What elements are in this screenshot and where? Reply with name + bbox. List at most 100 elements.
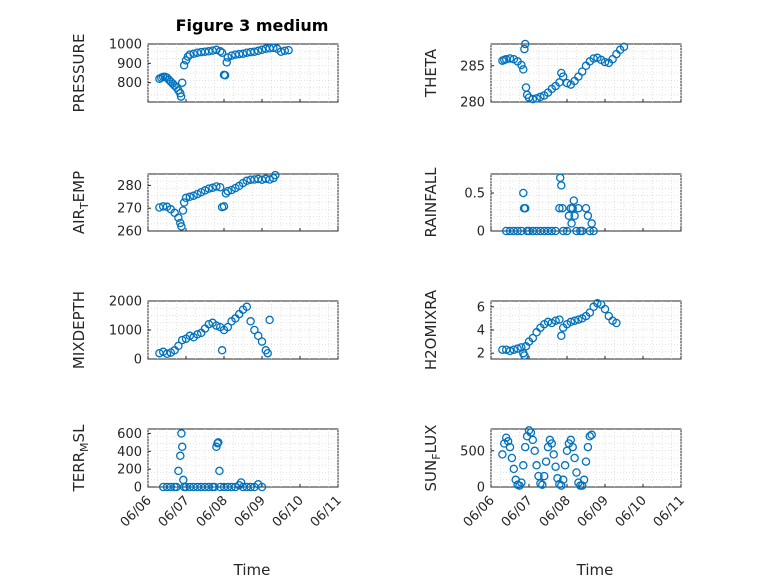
y-tick-label: 280 (117, 179, 142, 194)
data-point (530, 446, 539, 456)
data-point (520, 203, 530, 213)
data-point (193, 330, 202, 339)
data-point (263, 348, 272, 358)
data-point (257, 337, 267, 346)
data-point (532, 94, 541, 103)
data-point (567, 219, 576, 228)
data-point (509, 464, 519, 474)
data-point (505, 54, 515, 63)
y-tick-label: 1000 (109, 38, 142, 53)
data-point (558, 475, 568, 485)
data-point (212, 321, 221, 330)
data-point (246, 317, 255, 326)
data-point (564, 211, 574, 221)
data-point (519, 461, 528, 470)
data-point (265, 315, 274, 325)
data-point (519, 188, 528, 198)
data-point (583, 211, 593, 221)
data-point (185, 50, 195, 59)
y-tick-label: 1000 (109, 324, 142, 339)
data-point (557, 331, 566, 341)
data-point (178, 206, 188, 215)
data-point (519, 65, 528, 74)
data-point (214, 438, 223, 447)
y-axis-label: SUNFLUX (422, 425, 443, 492)
data-point (177, 335, 187, 345)
data-point (517, 343, 526, 352)
data-point (520, 44, 529, 54)
y-tick-label: 400 (117, 445, 142, 460)
data-point (177, 78, 187, 87)
data-point (536, 92, 545, 102)
data-point (227, 482, 236, 492)
data-point (507, 453, 517, 463)
subplot-rainfall: 0 0.5 RAINFALL (422, 167, 682, 240)
data-point (166, 482, 176, 492)
data-point (566, 317, 576, 327)
data-point (577, 481, 587, 490)
data-point (189, 49, 198, 58)
data-point (581, 203, 591, 213)
y-tick-label: 270 (117, 202, 142, 217)
data-point (503, 437, 513, 446)
data-point (587, 219, 596, 228)
y-tick-label: 0.5 (464, 187, 485, 202)
data-point (585, 432, 595, 441)
y-axis-label: H2OMIXRA (422, 289, 440, 370)
data-point (539, 471, 549, 481)
data-point (569, 196, 579, 205)
data-point (215, 466, 224, 476)
data-point (572, 468, 581, 477)
data-point (181, 193, 191, 203)
y-tick-label: 285 (460, 59, 485, 74)
data-point (570, 316, 579, 325)
subplot-mixdepth: 0 1000 2000 MIXDEPTH (70, 291, 339, 369)
data-point (176, 89, 185, 98)
data-point (498, 450, 507, 459)
data-point (568, 442, 577, 452)
data-point (583, 442, 593, 452)
data-point (217, 346, 227, 355)
data-point (585, 226, 595, 236)
x-tick-label: 06/11 (308, 493, 345, 530)
data-point (212, 442, 221, 452)
y-tick-label: 2000 (109, 295, 142, 310)
data-point (520, 442, 530, 452)
data-point (253, 331, 263, 341)
y-tick-label: 900 (117, 57, 142, 72)
x-tick-label: 06/10 (270, 493, 307, 530)
data-point (541, 457, 551, 466)
y-axis-label: TERRMSL (70, 424, 91, 493)
data-point (174, 466, 183, 476)
y-tick-label: 0 (134, 481, 142, 496)
y-axis-label: PRESSURE (70, 34, 88, 113)
data-point (558, 226, 568, 236)
y-tick-label: 0 (134, 353, 142, 368)
data-point (213, 439, 222, 448)
data-point (549, 450, 558, 459)
axes-box (147, 428, 339, 488)
data-point (174, 341, 183, 351)
data-point (528, 94, 538, 104)
data-point (189, 191, 198, 200)
x-tick-label: 06/07 (156, 493, 193, 530)
data-point (220, 71, 230, 80)
data-point (177, 442, 187, 452)
y-tick-label: 800 (117, 76, 142, 91)
data-point (222, 58, 231, 67)
data-point (551, 316, 560, 325)
x-tick-label: 06/06 (461, 493, 498, 530)
data-point (223, 322, 233, 332)
data-point (250, 325, 259, 335)
data-point (174, 213, 183, 223)
data-point (547, 226, 557, 236)
x-axis-label-right: Time (576, 561, 614, 579)
data-point (558, 203, 567, 213)
y-tick-label: 0 (477, 481, 485, 496)
data-point (587, 430, 596, 440)
data-point (557, 481, 566, 490)
data-point (612, 318, 621, 328)
data-point (257, 482, 267, 492)
